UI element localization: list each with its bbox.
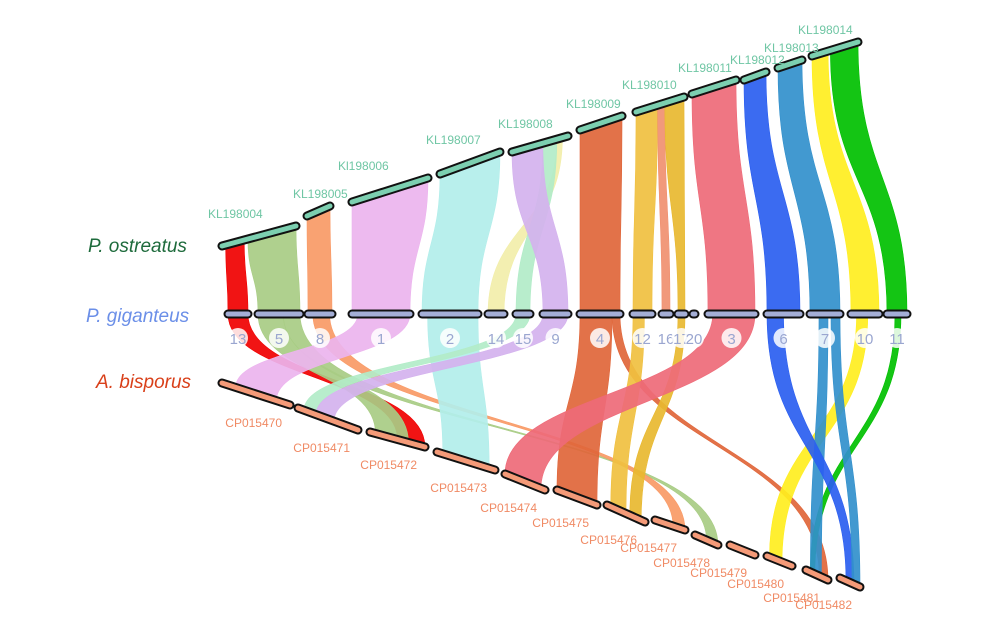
middle-label-badge [855, 328, 875, 348]
bottom-chromosome-label: CP015477 [620, 541, 677, 555]
middle-label-badge [684, 328, 704, 348]
ribbon-KL198004-to-13 [225, 239, 249, 315]
bottom-chromosome-label: CP015470 [225, 416, 282, 430]
bottom-chromosome-CP015478[interactable] [692, 532, 721, 548]
middle-chromosome-label: 12 [634, 331, 651, 348]
chromosome-labels: KL198004 KL198005 Kl198006 KL198007 KL198008… [208, 23, 907, 612]
top-chromosome-KL198008[interactable] [509, 133, 571, 155]
top-chromosome-label: KL198007 [426, 133, 481, 147]
middle-chromosome-label: 6 [779, 331, 787, 348]
ribbon-KL198007-to-2 [421, 151, 501, 315]
middle-label-badge [721, 328, 742, 348]
synteny-ribbons [225, 41, 908, 588]
top-chromosome-label: Kl198006 [338, 159, 389, 173]
middle-label-badge [269, 328, 289, 348]
top-chromosome-label: KL198010 [622, 78, 677, 92]
bottom-chromosome-CP015471[interactable] [295, 405, 361, 433]
bottom-chromosome-label: CP015480 [727, 577, 784, 591]
middle-label-badge [371, 328, 391, 348]
bottom-chromosome-label: CP015476 [580, 533, 637, 547]
bottom-chromosome-label: CP015471 [293, 441, 350, 455]
middle-chromosome-label: 5 [275, 331, 283, 348]
middle-label-badge [590, 328, 610, 348]
middle-chromosome-label: 10 [857, 331, 874, 348]
middle-label-badge [773, 328, 794, 348]
middle-chromosome-label: 3 [727, 331, 735, 348]
middle-chromosome-label: 2 [446, 331, 454, 348]
bottom-chromosome-CP015474[interactable] [502, 471, 548, 493]
middle-chromosome-label: 20 [686, 331, 703, 348]
bottom-chromosome-CP015480[interactable] [764, 553, 795, 569]
middle-label-badge [310, 328, 330, 348]
ribbon-KL198005-to-8 [306, 205, 333, 315]
bottom-chromosome-label: CP015481 [763, 591, 820, 605]
bottom-chromosome-CP015479[interactable] [727, 542, 758, 558]
middle-label-badge [513, 328, 533, 348]
top-chromosome-label: KL198005 [293, 187, 348, 201]
middle-label-badge [815, 328, 835, 348]
top-chromosome-KL198010[interactable] [633, 94, 687, 115]
bottom-chromosome-CP015482[interactable] [837, 575, 863, 590]
middle-label-badge [440, 328, 460, 348]
middle-chromosome-label: 9 [551, 331, 559, 348]
species-label-bottom: A. bisporus [95, 372, 192, 393]
top-chromosome-KL198007[interactable] [437, 149, 503, 177]
top-chromosome-label: KL198009 [566, 97, 621, 111]
top-chromosome-label: KL198012 [730, 53, 785, 67]
bottom-chromosome-CP015472[interactable] [367, 429, 428, 450]
bottom-chromosome-label: CP015475 [532, 516, 589, 530]
top-chromosome-KL198014[interactable] [809, 39, 861, 59]
middle-label-badge [887, 328, 907, 348]
middle-chromosome-label: 15 [515, 331, 532, 348]
top-chromosome-Kl198006[interactable] [349, 175, 431, 205]
top-chromosome-KL198012[interactable] [741, 69, 769, 83]
top-chromosome-label: KL198004 [208, 207, 263, 221]
top-chromosome-KL198013[interactable] [775, 57, 805, 71]
bottom-chromosome-CP015470[interactable] [219, 380, 293, 408]
middle-chromosome-label: 14 [488, 331, 505, 348]
middle-chromosome-label: 7 [821, 331, 829, 348]
bottom-chromosome-label: CP015472 [360, 458, 417, 472]
ribbon-KL198009-to-4 [579, 115, 623, 315]
bottom-chromosome-CP015476[interactable] [604, 502, 648, 525]
ribbon-KL198010-to-12 [632, 104, 658, 315]
middle-label-badge [545, 328, 566, 348]
top-chromosome-label: KL198014 [798, 23, 853, 37]
top-chromosome-KL198011[interactable] [689, 77, 739, 97]
bottom-chromosome-label: CP015478 [653, 556, 710, 570]
bottom-chromosome-CP015475[interactable] [554, 487, 600, 508]
top-chromosome-KL198004[interactable] [219, 223, 299, 249]
bottom-chromosome-CP015481[interactable] [803, 567, 831, 583]
top-chromosome-label: KL198008 [498, 117, 553, 131]
middle-chromosome-label: 13 [230, 331, 247, 348]
top-chromosome-label: KL198011 [678, 61, 732, 75]
middle-chromosome-label: 11 [889, 331, 905, 348]
bottom-chromosome-label: CP015473 [430, 481, 487, 495]
bottom-chromosome-label: CP015482 [795, 598, 852, 612]
middle-chromosome-label: 1 [377, 331, 385, 348]
species-label-top: P. ostreatus [88, 236, 187, 257]
bottom-chromosome-CP015477[interactable] [652, 517, 688, 533]
bottom-chromosome-CP015473[interactable] [434, 449, 498, 473]
middle-chromosome-label: 4 [596, 331, 604, 348]
middle-label-badge [228, 328, 248, 348]
middle-label-badge [486, 328, 506, 348]
middle-label-badge [656, 328, 676, 348]
species-label-middle: P. giganteus [86, 306, 190, 327]
chromosome-bars [217, 37, 912, 592]
middle-chromosome-label: 8 [316, 331, 324, 348]
top-chromosome-label: KL198013 [764, 41, 819, 55]
middle-chromosome-label: 16 [658, 331, 675, 348]
top-chromosome-KL198009[interactable] [577, 113, 625, 133]
middle-label-badge [632, 328, 653, 348]
top-chromosome-KL198005[interactable] [304, 203, 333, 219]
bottom-chromosome-label: CP015474 [480, 501, 537, 515]
bottom-chromosome-label: CP015479 [690, 566, 747, 580]
